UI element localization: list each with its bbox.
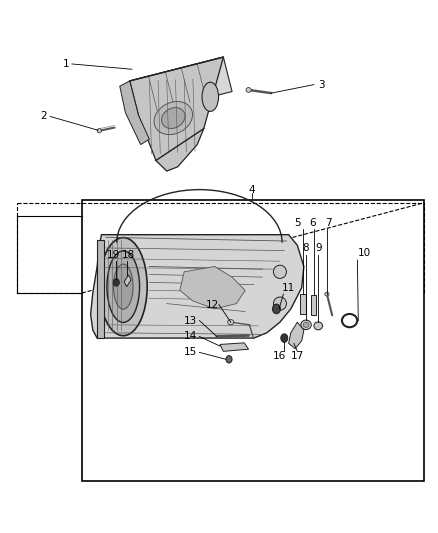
Text: 12: 12 [206, 300, 219, 310]
Polygon shape [97, 240, 104, 338]
Text: 13: 13 [184, 316, 198, 326]
Text: 9: 9 [316, 244, 322, 254]
Bar [311, 295, 317, 316]
Ellipse shape [246, 87, 251, 92]
Ellipse shape [113, 264, 133, 309]
Text: 4: 4 [248, 184, 255, 195]
Text: 8: 8 [303, 244, 309, 254]
Text: 5: 5 [294, 218, 300, 228]
Ellipse shape [97, 128, 102, 133]
Bar [300, 294, 306, 314]
Ellipse shape [107, 251, 140, 322]
Polygon shape [124, 275, 131, 287]
Text: 6: 6 [309, 218, 315, 228]
Polygon shape [120, 81, 149, 144]
Text: 3: 3 [318, 79, 325, 90]
Polygon shape [180, 266, 245, 309]
Polygon shape [289, 322, 304, 349]
Text: 15: 15 [184, 348, 198, 358]
Polygon shape [220, 343, 249, 351]
Polygon shape [91, 235, 304, 338]
Ellipse shape [162, 108, 185, 128]
Polygon shape [130, 57, 223, 171]
Text: 17: 17 [291, 351, 304, 361]
Bar [82, 200, 424, 481]
Text: 11: 11 [282, 282, 295, 293]
Ellipse shape [202, 82, 219, 111]
Ellipse shape [99, 238, 147, 336]
Polygon shape [130, 57, 232, 115]
Text: 16: 16 [273, 351, 286, 361]
Ellipse shape [154, 101, 193, 135]
Circle shape [226, 356, 232, 363]
Ellipse shape [325, 292, 329, 296]
Ellipse shape [301, 320, 311, 329]
Ellipse shape [273, 265, 286, 278]
Ellipse shape [303, 322, 309, 327]
Circle shape [272, 304, 280, 314]
Text: 18: 18 [122, 250, 135, 260]
Text: 7: 7 [325, 218, 332, 228]
Text: 19: 19 [107, 250, 120, 260]
Circle shape [281, 334, 288, 342]
Text: 2: 2 [41, 111, 47, 122]
Ellipse shape [273, 297, 286, 310]
Text: 14: 14 [184, 332, 198, 342]
Text: 10: 10 [358, 248, 371, 259]
Ellipse shape [228, 319, 234, 325]
Text: 1: 1 [63, 59, 69, 69]
Circle shape [113, 279, 119, 286]
Ellipse shape [314, 322, 322, 330]
